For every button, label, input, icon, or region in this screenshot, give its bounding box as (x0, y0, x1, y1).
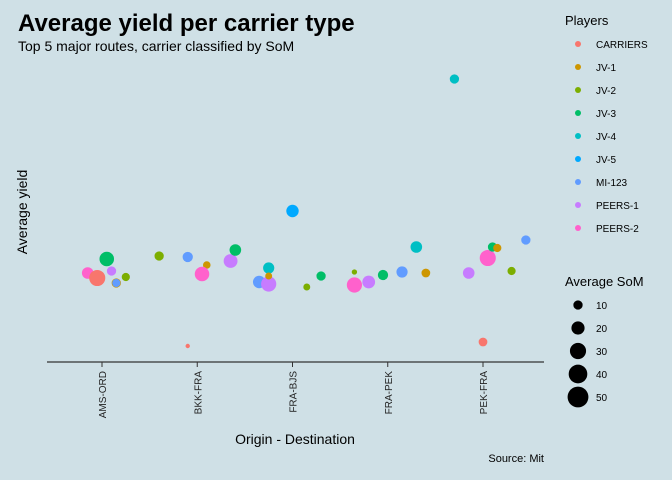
size-legend-swatch (569, 342, 587, 360)
data-point (362, 275, 376, 289)
data-point (462, 267, 475, 279)
legend-label: CARRIERS (596, 40, 648, 51)
legend-label: JV-4 (596, 132, 616, 143)
size-legend-label: 10 (596, 301, 608, 312)
data-point (303, 283, 311, 291)
data-point (521, 235, 531, 245)
chart-title: Average yield per carrier type (18, 10, 355, 37)
x-tick-label: FRA-BJS (289, 371, 300, 413)
x-axis-ticks: AMS-ORD BKK-FRA FRA-BJS FRA-PEK PEK-FRA (98, 362, 490, 418)
color-legend: CARRIERS JV-1 JV-2 JV-3 JV-4 JV-5 MI-123 PEERS-… (575, 40, 648, 235)
legend-label: PEERS-2 (596, 224, 639, 235)
size-legend-swatch (567, 386, 589, 408)
size-legend-swatch (571, 321, 585, 335)
data-point (112, 278, 121, 288)
x-tick-label: AMS-ORD (98, 371, 109, 418)
data-point (286, 204, 299, 218)
data-point (99, 251, 115, 267)
size-legend: 10 20 30 40 50 (567, 300, 608, 408)
legend-swatch (575, 64, 581, 70)
size-legend-label: 50 (596, 393, 608, 404)
legend-swatch (575, 179, 581, 185)
data-point (507, 266, 516, 276)
chart-subtitle: Top 5 major routes, carrier classified b… (18, 38, 294, 54)
data-point (410, 241, 423, 253)
data-point (263, 262, 275, 274)
x-tick-label: BKK-FRA (193, 371, 204, 415)
legend-swatch (575, 156, 581, 162)
legend-swatch (575, 225, 581, 231)
chart-caption: Source: Mit (488, 453, 544, 465)
x-tick-label: PEK-FRA (479, 371, 490, 415)
data-point (493, 243, 502, 253)
data-point (261, 276, 277, 292)
data-point (478, 337, 488, 347)
data-point (202, 261, 211, 269)
legend-swatch (575, 133, 581, 139)
legend-swatch (575, 87, 581, 93)
legend-swatch (575, 202, 581, 208)
data-point (223, 254, 238, 268)
size-legend-swatch (573, 300, 583, 310)
data-point (185, 343, 190, 349)
y-axis-title: Average yield (14, 170, 30, 255)
data-point (449, 74, 460, 84)
legend-swatch (575, 41, 581, 47)
data-point (194, 266, 210, 282)
data-point (396, 266, 408, 278)
size-legend-label: 30 (596, 347, 608, 358)
data-point (89, 269, 106, 287)
size-legend-swatch (568, 364, 588, 384)
legend-label: JV-3 (596, 109, 616, 120)
data-point (346, 277, 363, 293)
data-point (351, 269, 358, 275)
legend-label: JV-5 (596, 155, 616, 166)
size-legend-label: 40 (596, 370, 608, 381)
data-point (421, 268, 431, 278)
data-point (377, 269, 389, 281)
color-legend-title: Players (565, 13, 609, 28)
data-point (154, 251, 164, 261)
x-axis-title: Origin - Destination (235, 431, 355, 447)
legend-swatch (575, 110, 581, 116)
size-legend-label: 20 (596, 324, 608, 335)
data-points (81, 74, 531, 349)
data-point (265, 272, 273, 280)
data-point (229, 244, 242, 256)
x-tick-label: FRA-PEK (384, 371, 395, 415)
legend-label: JV-2 (596, 86, 616, 97)
data-point (182, 251, 193, 263)
legend-label: PEERS-1 (596, 201, 639, 212)
data-point (106, 266, 117, 276)
size-legend-title: Average SoM (565, 274, 644, 289)
data-point (121, 272, 130, 282)
legend-label: JV-1 (596, 63, 616, 74)
data-point (479, 249, 496, 267)
legend-label: MI-123 (596, 178, 628, 189)
data-point (316, 271, 326, 281)
